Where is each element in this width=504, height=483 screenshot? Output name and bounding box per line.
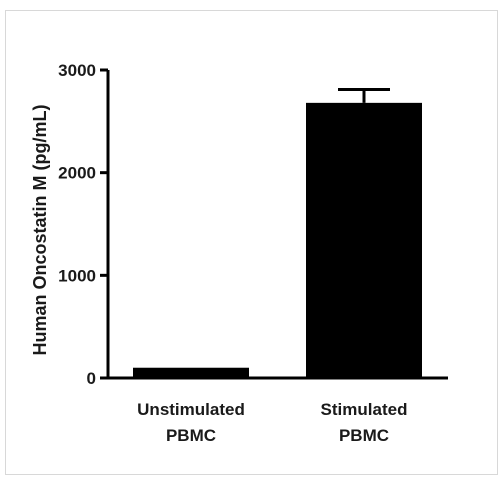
x-tick-label-line: PBMC xyxy=(166,426,216,445)
y-axis-label: Human Oncostatin M (pg/mL) xyxy=(30,105,50,356)
x-tick-labels: Unstimulated PBMC Stimulated PBMC xyxy=(137,400,407,445)
bars xyxy=(133,88,422,378)
y-ticks: 0 1000 2000 3000 xyxy=(58,61,108,388)
y-tick-label: 2000 xyxy=(58,164,96,183)
x-tick-label: Stimulated PBMC xyxy=(321,400,408,445)
y-tick-label: 0 xyxy=(87,369,96,388)
x-tick-label-line: Unstimulated xyxy=(137,400,245,419)
x-tick-label-line: Stimulated xyxy=(321,400,408,419)
y-tick-label: 3000 xyxy=(58,61,96,80)
x-tick-label: Unstimulated PBMC xyxy=(137,400,245,445)
bar xyxy=(306,102,422,378)
x-tick-label-line: PBMC xyxy=(339,426,389,445)
y-tick-label: 1000 xyxy=(58,266,96,285)
bar xyxy=(133,367,249,378)
